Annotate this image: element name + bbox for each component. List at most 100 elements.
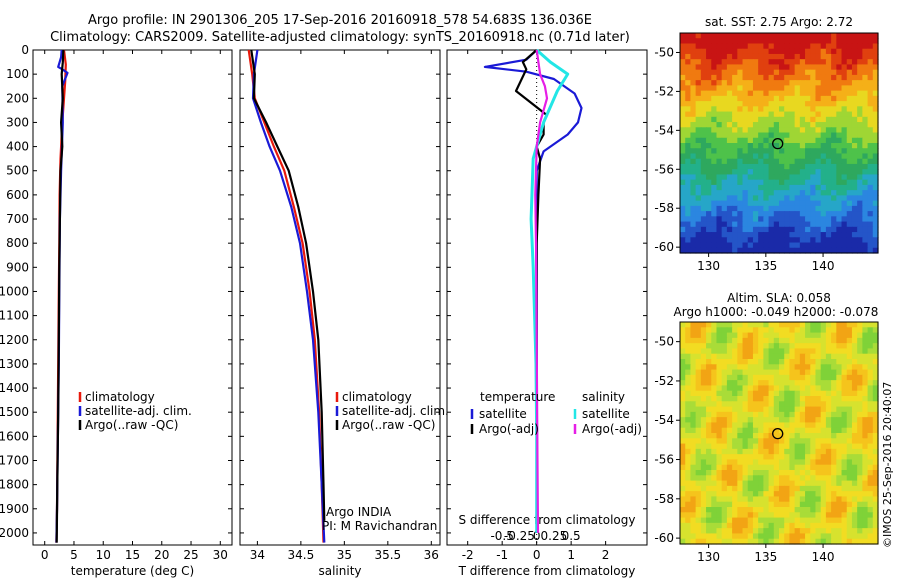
map-cell (794, 132, 801, 139)
map-cell (768, 95, 775, 102)
map-cell (779, 38, 785, 45)
sla-map-subtitle: Argo h1000: -0.049 h2000: -0.078 (674, 305, 879, 319)
map-cell (841, 385, 848, 392)
map-cell (851, 485, 858, 492)
map-cell (732, 200, 738, 207)
map-cell (716, 470, 723, 476)
map-cell (789, 390, 796, 397)
map-cell (732, 533, 738, 540)
map-cell (784, 364, 791, 371)
map-cell (685, 491, 692, 498)
map-cell (711, 343, 718, 350)
map-cell (716, 148, 723, 155)
map-cell (846, 190, 853, 196)
map-cell (690, 433, 697, 439)
map-cell (680, 454, 686, 461)
map-cell (805, 533, 811, 540)
map-cell (721, 53, 728, 60)
map-cell (836, 369, 843, 376)
map-cell (758, 74, 764, 81)
map-cell (711, 69, 718, 76)
map-cell (820, 322, 827, 328)
map-cell (815, 179, 822, 186)
map-cell (685, 470, 692, 476)
map-cell (732, 480, 738, 487)
map-cell (794, 95, 801, 102)
map-cell (695, 480, 702, 487)
map-cell (742, 332, 749, 339)
map-cell (820, 417, 827, 424)
map-cell (742, 369, 749, 376)
map-cell (841, 226, 848, 233)
map-cell (763, 322, 770, 328)
map-cell (768, 184, 775, 191)
map-cell (857, 359, 863, 365)
map-cell (825, 396, 832, 402)
map-cell (789, 95, 796, 102)
map-cell (784, 64, 791, 71)
map-cell (773, 174, 780, 181)
map-cell (805, 401, 811, 408)
map-cell (763, 195, 770, 202)
map-cell (862, 74, 869, 81)
map-cell (857, 491, 863, 498)
map-cell (732, 364, 738, 371)
map-cell (768, 85, 775, 92)
map-cell (810, 485, 817, 492)
map-cell (700, 327, 707, 334)
map-cell (836, 517, 843, 524)
map-cell (846, 132, 853, 139)
map-cell (747, 433, 754, 439)
map-cell (867, 322, 874, 328)
map-cell (752, 538, 759, 545)
map-cell (841, 158, 848, 165)
map-cell (805, 43, 811, 50)
map-cell (695, 337, 702, 344)
map-cell (805, 343, 811, 350)
map-cell (695, 374, 702, 381)
map-cell (867, 53, 874, 60)
map-cell (831, 38, 837, 45)
map-cell (737, 385, 744, 392)
map-cell (831, 433, 837, 439)
map-cell (752, 406, 759, 413)
map-cell (700, 438, 707, 445)
map-cell (758, 205, 764, 212)
map-cell (820, 443, 827, 450)
map-cell (846, 337, 853, 344)
map-cell (711, 433, 718, 439)
map-cell (685, 528, 692, 535)
map-cell (799, 332, 806, 339)
map-cell (706, 43, 712, 50)
map-cell (747, 348, 754, 355)
map-cell (773, 343, 780, 350)
map-cell (779, 169, 785, 176)
map-cell (711, 475, 718, 482)
map-cell (815, 127, 822, 134)
map-cell (841, 195, 848, 202)
map-cell (867, 454, 874, 461)
map-cell (732, 327, 738, 334)
map-cell (700, 496, 707, 503)
map-cell (799, 80, 806, 86)
map-cell (758, 538, 764, 545)
map-cell (841, 322, 848, 328)
x-tick-label: 20 (154, 548, 169, 562)
map-cell (752, 122, 759, 128)
map-cell (695, 501, 702, 508)
map-cell (700, 396, 707, 402)
map-cell (789, 53, 796, 60)
map-cell (831, 211, 837, 217)
map-cell (836, 179, 843, 186)
map-cell (867, 95, 874, 102)
map-cell (685, 174, 692, 181)
map-cell (794, 464, 801, 471)
map-cell (726, 226, 733, 233)
map-cell (690, 148, 697, 155)
map-cell (773, 143, 780, 149)
map-cell (763, 226, 770, 233)
map-cell (768, 343, 775, 350)
map-cell (784, 216, 791, 223)
map-cell (758, 470, 764, 476)
map-cell (732, 337, 738, 344)
